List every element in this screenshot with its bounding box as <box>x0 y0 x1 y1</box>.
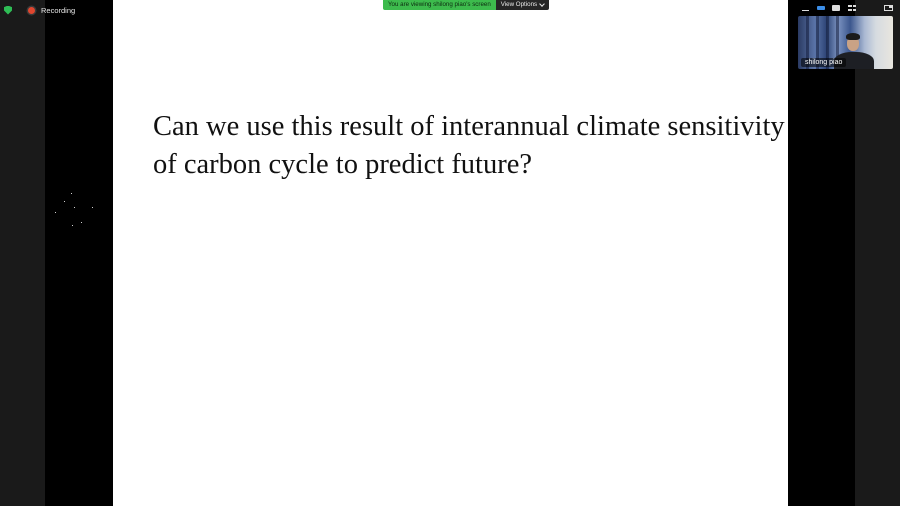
background-pillar <box>836 16 839 69</box>
glitter-dot <box>55 212 56 213</box>
slide-title: Can we use this result of interannual cl… <box>153 108 785 184</box>
glitter-dot <box>92 207 93 208</box>
shared-screen-slide: Can we use this result of interannual cl… <box>113 0 788 506</box>
background-pillar <box>816 16 819 69</box>
strip-view-icon[interactable] <box>817 4 825 12</box>
picture-in-picture-icon[interactable] <box>884 4 893 12</box>
background-pillar <box>806 16 809 69</box>
record-dot-icon <box>28 6 35 14</box>
glitter-dot <box>72 225 73 226</box>
left-gutter <box>0 0 45 506</box>
left-letterbox <box>45 0 113 506</box>
glitter-dot <box>71 193 72 194</box>
recording-indicator: Recording <box>4 4 75 16</box>
minimize-icon[interactable] <box>802 4 809 12</box>
viewing-message: You are viewing shilong piao's screen <box>383 0 496 10</box>
right-letterbox <box>788 0 855 506</box>
glitter-dot <box>74 207 75 208</box>
recording-label: Recording <box>41 5 76 15</box>
glitter-dot <box>81 222 82 223</box>
speaker-view-icon[interactable] <box>832 4 840 12</box>
view-options-label: View Options <box>500 1 538 8</box>
slide-title-line-2: of carbon cycle to predict future? <box>153 149 533 180</box>
video-layout-controls <box>800 4 895 12</box>
gallery-view-icon[interactable] <box>848 4 856 12</box>
slide-title-line-1: Can we use this result of interannual cl… <box>153 111 785 142</box>
participant-video-tile[interactable]: shilong piao <box>798 16 893 69</box>
participant-name: shilong piao <box>801 58 847 67</box>
right-gutter <box>855 0 900 506</box>
participant-hair <box>846 33 860 40</box>
background-pillar <box>826 16 829 69</box>
chevron-down-icon <box>539 1 545 7</box>
glitter-dot <box>64 201 65 202</box>
shield-icon[interactable] <box>4 5 12 15</box>
screen-share-banner: You are viewing shilong piao's screen Vi… <box>383 0 550 10</box>
view-options-button[interactable]: View Options <box>495 0 550 10</box>
